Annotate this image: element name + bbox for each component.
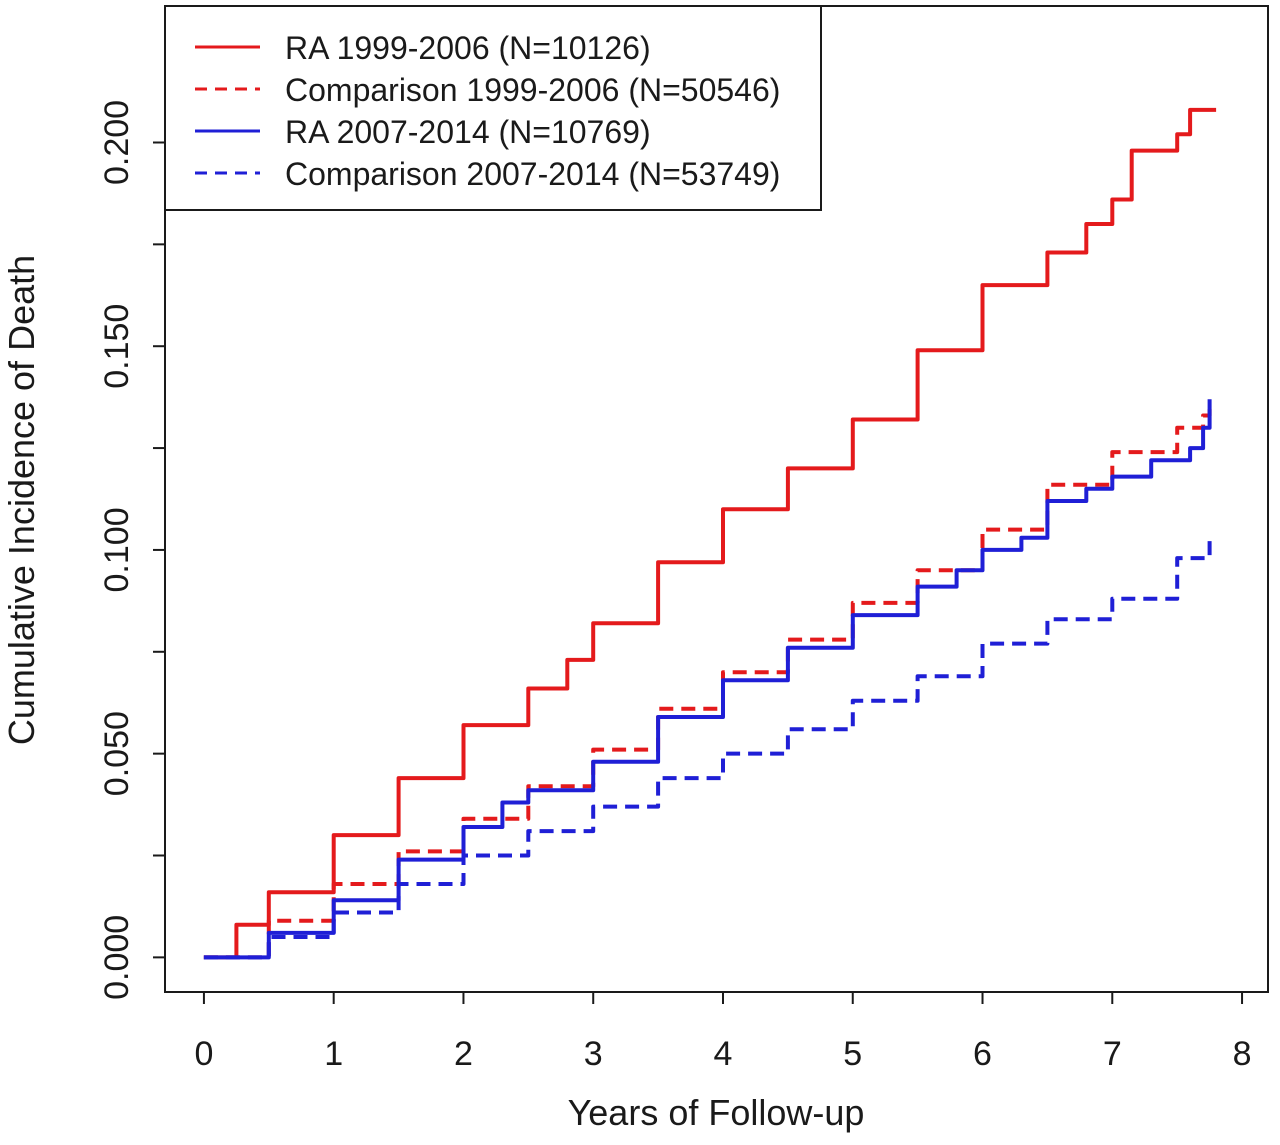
x-tick-label: 1 [324, 1035, 343, 1073]
legend-box [164, 5, 822, 211]
y-tick-label: 0.050 [98, 711, 136, 796]
legend: RA 1999-2006 (N=10126) Comparison 1999-20… [164, 5, 822, 211]
x-tick-label: 7 [1103, 1035, 1122, 1073]
x-tick-label: 4 [714, 1035, 733, 1073]
x-tick-label: 6 [973, 1035, 992, 1073]
legend-label: RA 2007-2014 (N=10769) [285, 114, 651, 150]
series-line [203, 537, 1212, 960]
x-axis-title: Years of Follow-up [568, 1092, 865, 1133]
x-tick-label: 2 [454, 1035, 473, 1073]
series-line [203, 399, 1212, 960]
series-layer [203, 107, 1217, 960]
legend-label: Comparison 1999-2006 (N=50546) [285, 72, 780, 108]
y-tick-label: 0.100 [98, 507, 136, 592]
y-axis-title: Cumulative Incidence of Death [1, 255, 42, 745]
series-line [203, 407, 1212, 960]
series-line [203, 107, 1217, 960]
x-tick-label: 5 [843, 1035, 862, 1073]
y-axis: 0.000 0.050 0.100 0.150 0.200 [98, 100, 166, 1000]
legend-label: RA 1999-2006 (N=10126) [285, 30, 651, 66]
x-tick-label: 0 [194, 1035, 213, 1073]
legend-label: Comparison 2007-2014 (N=53749) [285, 156, 780, 192]
y-tick-label: 0.150 [98, 304, 136, 389]
x-tick-label: 8 [1233, 1035, 1252, 1073]
x-axis: 0 1 2 3 4 5 6 7 8 [194, 991, 1252, 1073]
x-tick-label: 3 [584, 1035, 603, 1073]
y-tick-label: 0.000 [98, 915, 136, 1000]
y-tick-label: 0.200 [98, 100, 136, 185]
